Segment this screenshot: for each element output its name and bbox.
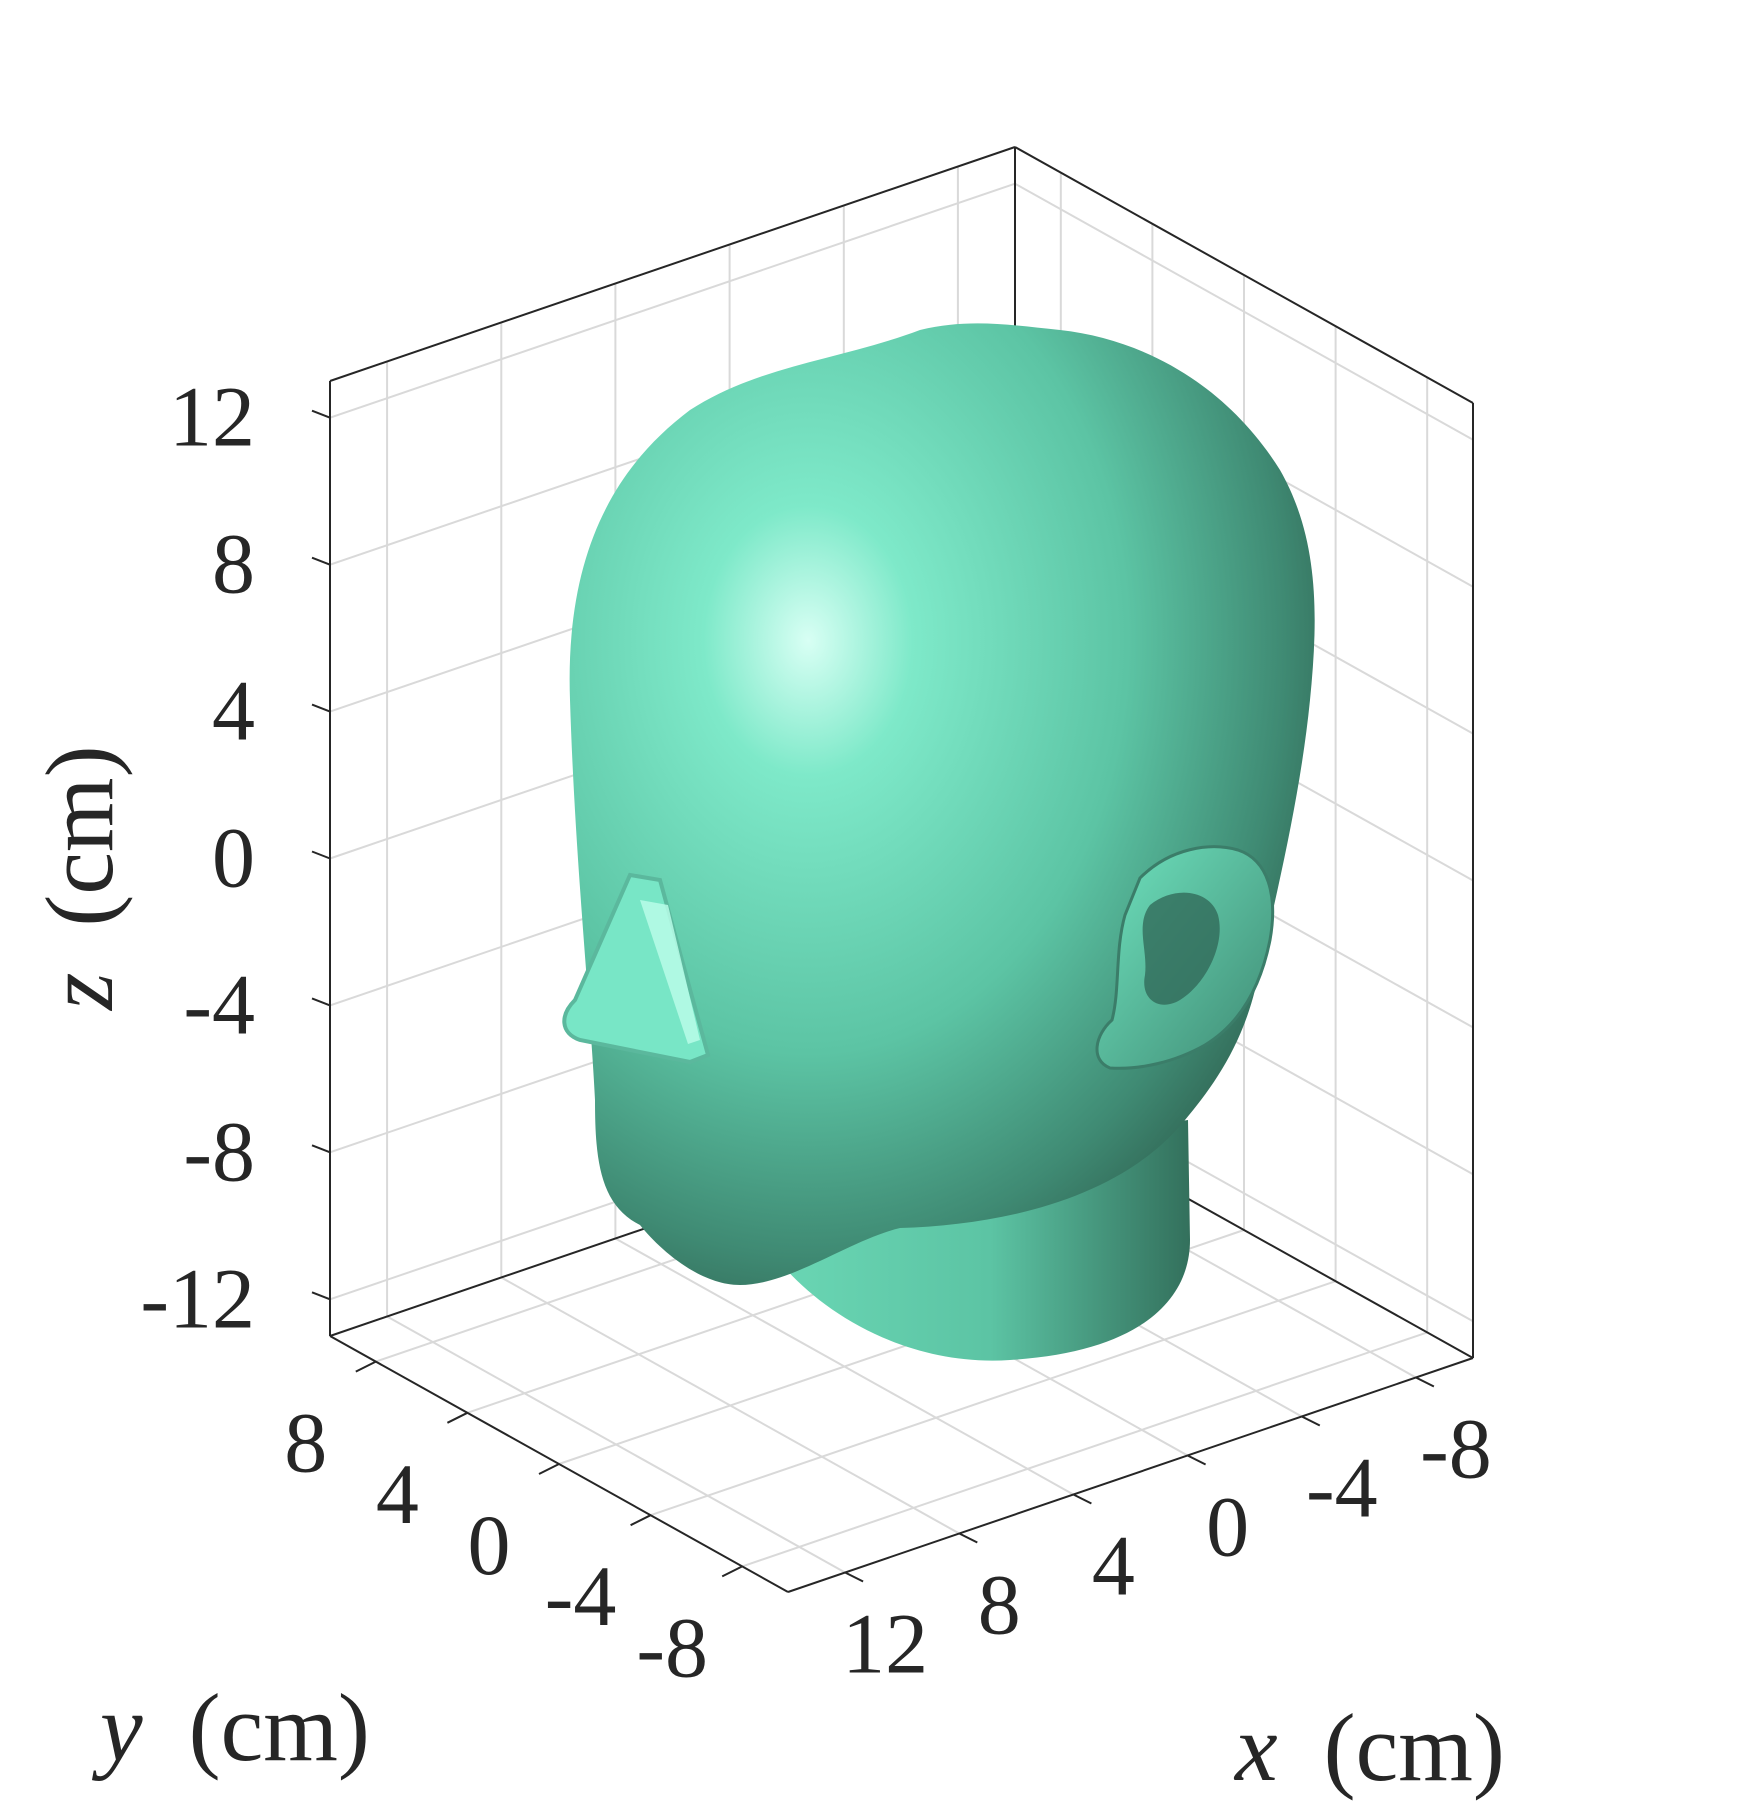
x-tick-label: 12 [842, 1596, 928, 1692]
y-tick-mark [630, 1514, 652, 1527]
skull-surface [569, 323, 1315, 1286]
y-tick-label: -4 [545, 1548, 617, 1644]
x-tick-mark [1301, 1415, 1321, 1427]
z-tick-mark [311, 409, 331, 419]
grid-line-floor-y [741, 1331, 1428, 1568]
grid-line-wall-y-z [329, 182, 1016, 419]
z-tick-label: 4 [212, 663, 255, 759]
z-tick-mark [311, 556, 331, 566]
z-tick-label: -8 [183, 1103, 255, 1199]
nose-highlight [640, 900, 700, 1044]
x-tick-mark [958, 1532, 978, 1544]
x-tick-mark [844, 1571, 864, 1583]
ticks [311, 409, 1435, 1583]
axes-box-edge [329, 146, 1016, 382]
z-tick-mark [311, 1144, 331, 1154]
x-tick-mark [1415, 1376, 1435, 1388]
z-tick-label: 12 [169, 369, 255, 465]
x-tick-label: 0 [1206, 1479, 1249, 1575]
x-tick-label: -8 [1420, 1401, 1492, 1497]
grid-line-floor-y [650, 1280, 1336, 1517]
z-tick-label: -4 [183, 956, 255, 1052]
y-tick-label: 4 [376, 1446, 419, 1542]
z-tick-mark [311, 703, 331, 713]
z-tick-mark [311, 1291, 331, 1301]
y-tick-mark [355, 1360, 377, 1373]
x-axis-label: x (cm) [1233, 1694, 1505, 1801]
z-tick-label: -12 [140, 1250, 255, 1346]
y-tick-mark [538, 1463, 560, 1475]
axes-box-edge [1014, 146, 1474, 404]
y-axis-label-var: y [91, 1674, 143, 1781]
y-axis-label: y (cm) [91, 1674, 370, 1781]
x-tick-label: 8 [978, 1557, 1021, 1653]
y-tick-mark [721, 1565, 743, 1578]
x-tick-label: -4 [1306, 1440, 1378, 1536]
head-surface [562, 323, 1315, 1361]
y-tick-label: -8 [636, 1599, 708, 1695]
z-axis-label-var: z [26, 973, 133, 1012]
z-axis-label: z (cm) [26, 745, 133, 1012]
x-axis-label-unit: (cm) [1324, 1694, 1505, 1801]
x-axis-label-var: x [1233, 1694, 1278, 1801]
z-tick-label: 8 [212, 516, 255, 612]
y-tick-label: 8 [284, 1395, 327, 1491]
z-tick-label: 0 [212, 810, 255, 906]
nose-surface [562, 872, 711, 1065]
x-tick-mark [1187, 1454, 1207, 1466]
z-axis-label-unit: (cm) [26, 745, 133, 926]
z-tick-mark [311, 850, 331, 860]
y-tick-mark [446, 1411, 468, 1424]
grid-line-wall-x-z [1014, 182, 1474, 441]
axes-box-edge [787, 1357, 1474, 1593]
x-tick-mark [1072, 1493, 1092, 1505]
y-tick-label: 0 [468, 1497, 511, 1593]
ear-inner-shadow [1142, 892, 1220, 1005]
z-tick-mark [311, 997, 331, 1007]
x-tick-label: 4 [1092, 1518, 1135, 1614]
y-axis-label-unit: (cm) [189, 1674, 370, 1781]
